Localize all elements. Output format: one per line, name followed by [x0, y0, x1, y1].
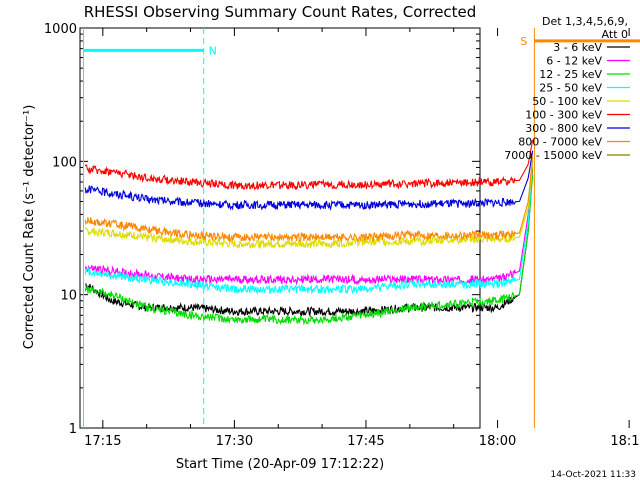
x-tick-label: 17:30 [216, 434, 253, 449]
x-tick-label: 18:00 [479, 434, 516, 449]
series-line [84, 161, 534, 286]
plot-area: 110100100017:1517:3017:4518:0018:1518:30… [44, 22, 640, 449]
annotation-label: S [520, 35, 527, 48]
legend-label: 25 - 50 keV [539, 82, 602, 95]
legend-header: Det 1,3,4,5,6,9, [542, 15, 628, 28]
series-line [84, 139, 534, 191]
annotation-label: N [209, 44, 217, 57]
y-tick-label: 10 [60, 289, 77, 304]
legend-label: 3 - 6 keV [553, 41, 602, 54]
y-axis-label: Corrected Count Rate (s⁻¹ detector⁻¹) [22, 105, 37, 350]
series-line [84, 174, 534, 326]
series-line [84, 164, 534, 250]
x-tick-label: 17:15 [84, 434, 121, 449]
y-tick-label: 100 [52, 155, 77, 170]
legend-label: 6 - 12 keV [546, 55, 602, 68]
plot-frame [79, 27, 481, 429]
legend-label: 100 - 300 keV [525, 109, 602, 122]
x-tick-label: 18:15 [610, 434, 640, 449]
y-tick-label: 1000 [44, 22, 77, 37]
y-tick-label: 1 [69, 422, 77, 437]
chart-title: RHESSI Observing Summary Count Rates, Co… [84, 3, 477, 21]
legend-label: 50 - 100 keV [532, 95, 602, 108]
legend-label: 300 - 800 keV [525, 122, 602, 135]
series-line [84, 150, 534, 211]
legend-label: 7000 - 15000 keV [504, 149, 602, 162]
legend-label: 12 - 25 keV [539, 68, 602, 81]
series-line [84, 161, 534, 295]
x-axis-label: Start Time (20-Apr-09 17:12:22) [176, 457, 384, 472]
x-tick-label: 17:45 [347, 434, 384, 449]
footer-timestamp: 14-Oct-2021 11:33 [551, 470, 636, 480]
series-line [84, 155, 534, 243]
legend-header: Att 0 [602, 28, 628, 41]
legend-label: 800 - 7000 keV [518, 136, 602, 149]
